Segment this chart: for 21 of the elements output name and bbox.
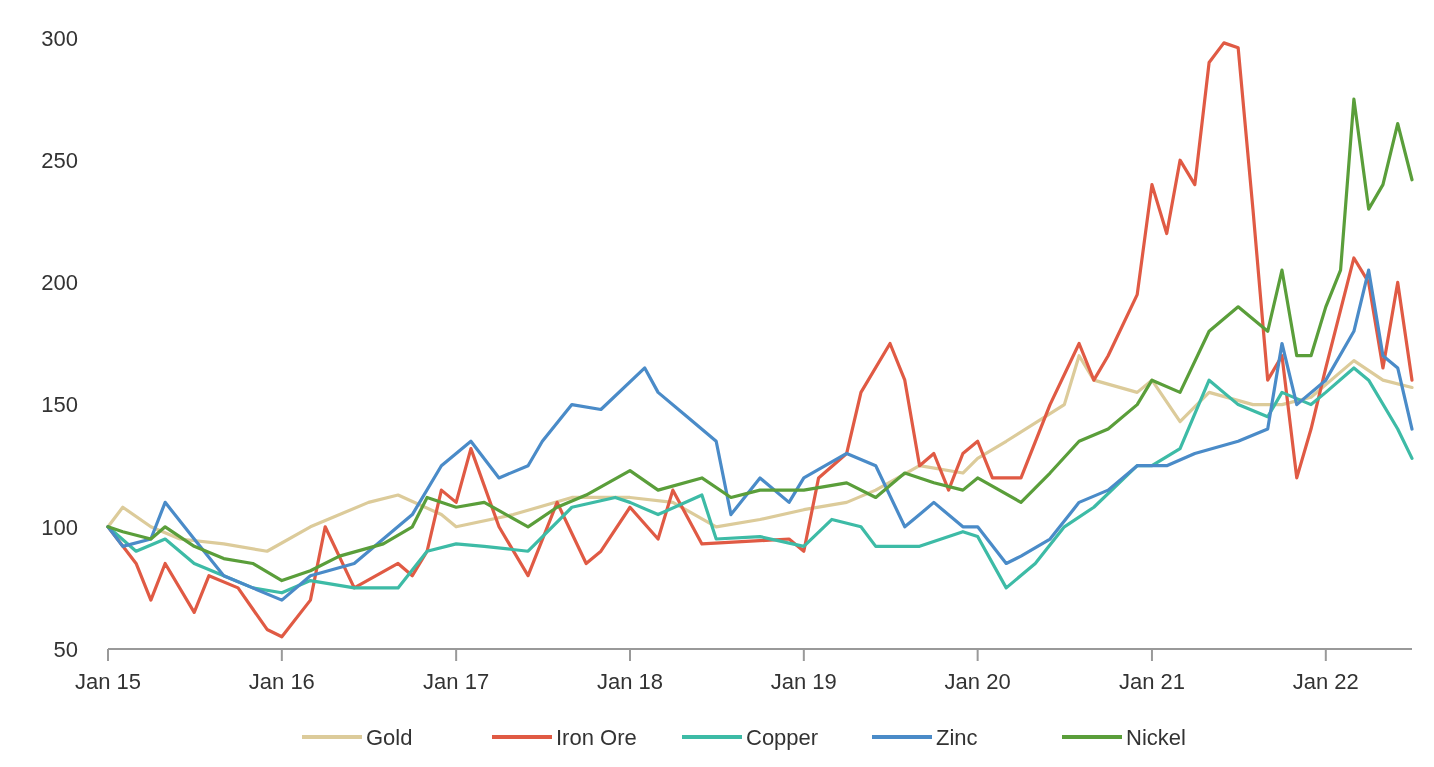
- x-tick-label: Jan 19: [770, 669, 837, 694]
- y-tick-label: 300: [41, 25, 78, 51]
- legend-label: Nickel: [1126, 724, 1186, 750]
- line-series: [106, 97, 1414, 583]
- legend-label: Gold: [366, 724, 413, 750]
- x-tick-label: Jan 20: [944, 669, 1011, 694]
- x-tick-label: Jan 21: [1118, 669, 1185, 694]
- x-tick-label: Jan 22: [1292, 669, 1359, 694]
- legend-label: Zinc: [936, 724, 978, 750]
- y-tick-label: 250: [41, 147, 78, 173]
- line-series: [106, 268, 1414, 602]
- x-tick-label: Jan 18: [596, 669, 664, 694]
- legend-label: Copper: [746, 724, 819, 750]
- y-tick-label: 150: [41, 392, 78, 418]
- y-tick-label: 50: [53, 636, 78, 662]
- x-tick-label: Jan 16: [248, 669, 315, 694]
- x-tick-label: Jan 15: [74, 669, 142, 694]
- x-tick-label: Jan 17: [423, 669, 490, 694]
- y-tick-label: 100: [41, 514, 78, 540]
- legend-label: Iron Ore: [556, 724, 637, 750]
- y-tick-label: 200: [41, 270, 78, 296]
